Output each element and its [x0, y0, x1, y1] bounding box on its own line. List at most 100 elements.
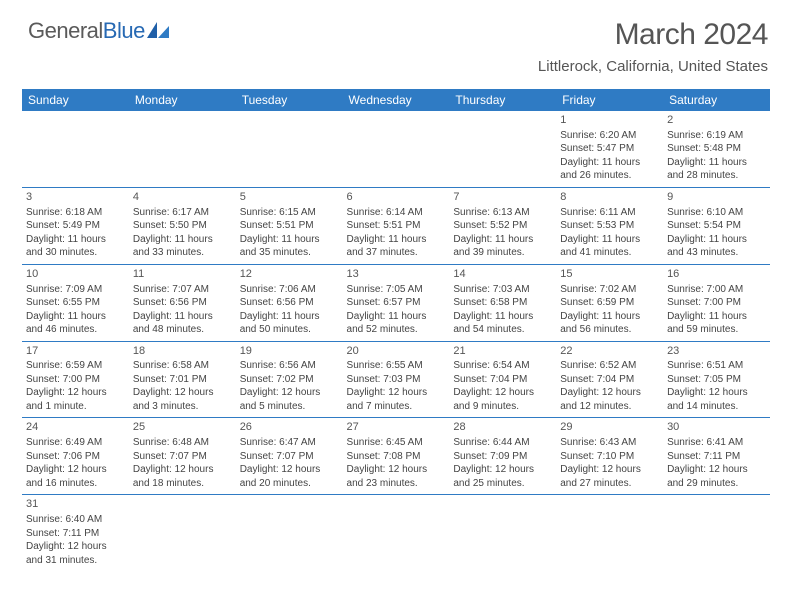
calendar-week: 10Sunrise: 7:09 AMSunset: 6:55 PMDayligh…	[22, 264, 770, 341]
calendar-cell	[22, 111, 129, 187]
cell-line-ss: Sunset: 6:58 PM	[453, 296, 552, 310]
cell-line-d2: and 3 minutes.	[133, 400, 232, 414]
cell-line-d1: Daylight: 11 hours	[26, 310, 125, 324]
calendar-cell: 30Sunrise: 6:41 AMSunset: 7:11 PMDayligh…	[663, 418, 770, 495]
calendar-table: SundayMondayTuesdayWednesdayThursdayFrid…	[22, 89, 770, 571]
cell-line-sr: Sunrise: 6:56 AM	[240, 359, 339, 373]
cell-line-d2: and 37 minutes.	[347, 246, 446, 260]
calendar-cell: 9Sunrise: 6:10 AMSunset: 5:54 PMDaylight…	[663, 187, 770, 264]
cell-line-d1: Daylight: 12 hours	[347, 386, 446, 400]
cell-line-d2: and 14 minutes.	[667, 400, 766, 414]
calendar-cell	[343, 495, 450, 571]
calendar-cell: 14Sunrise: 7:03 AMSunset: 6:58 PMDayligh…	[449, 264, 556, 341]
cell-line-sr: Sunrise: 6:13 AM	[453, 206, 552, 220]
calendar-cell: 6Sunrise: 6:14 AMSunset: 5:51 PMDaylight…	[343, 187, 450, 264]
calendar-week: 1Sunrise: 6:20 AMSunset: 5:47 PMDaylight…	[22, 111, 770, 187]
cell-line-d2: and 28 minutes.	[667, 169, 766, 183]
cell-line-ss: Sunset: 7:06 PM	[26, 450, 125, 464]
cell-line-d2: and 25 minutes.	[453, 477, 552, 491]
page-header: GeneralBlue March 2024 Littlerock, Calif…	[0, 0, 792, 79]
calendar-cell: 21Sunrise: 6:54 AMSunset: 7:04 PMDayligh…	[449, 341, 556, 418]
day-number: 2	[667, 113, 766, 128]
calendar-cell: 16Sunrise: 7:00 AMSunset: 7:00 PMDayligh…	[663, 264, 770, 341]
cell-line-ss: Sunset: 6:57 PM	[347, 296, 446, 310]
cell-line-d2: and 23 minutes.	[347, 477, 446, 491]
day-number: 6	[347, 190, 446, 205]
day-number: 23	[667, 344, 766, 359]
cell-line-sr: Sunrise: 6:44 AM	[453, 436, 552, 450]
calendar-cell	[343, 111, 450, 187]
calendar-cell	[236, 111, 343, 187]
cell-line-d2: and 1 minute.	[26, 400, 125, 414]
day-number: 29	[560, 420, 659, 435]
cell-line-d1: Daylight: 11 hours	[453, 233, 552, 247]
day-header: Monday	[129, 89, 236, 111]
cell-line-sr: Sunrise: 6:10 AM	[667, 206, 766, 220]
calendar-cell: 8Sunrise: 6:11 AMSunset: 5:53 PMDaylight…	[556, 187, 663, 264]
calendar-cell: 22Sunrise: 6:52 AMSunset: 7:04 PMDayligh…	[556, 341, 663, 418]
calendar-cell: 31Sunrise: 6:40 AMSunset: 7:11 PMDayligh…	[22, 495, 129, 571]
cell-line-d1: Daylight: 12 hours	[26, 540, 125, 554]
calendar-cell	[556, 495, 663, 571]
day-header: Wednesday	[343, 89, 450, 111]
cell-line-d1: Daylight: 12 hours	[133, 463, 232, 477]
cell-line-ss: Sunset: 7:00 PM	[667, 296, 766, 310]
cell-line-sr: Sunrise: 6:49 AM	[26, 436, 125, 450]
day-header: Tuesday	[236, 89, 343, 111]
cell-line-sr: Sunrise: 6:14 AM	[347, 206, 446, 220]
cell-line-sr: Sunrise: 6:52 AM	[560, 359, 659, 373]
cell-line-d2: and 54 minutes.	[453, 323, 552, 337]
cell-line-ss: Sunset: 6:59 PM	[560, 296, 659, 310]
cell-line-sr: Sunrise: 7:00 AM	[667, 283, 766, 297]
calendar-cell: 1Sunrise: 6:20 AMSunset: 5:47 PMDaylight…	[556, 111, 663, 187]
cell-line-ss: Sunset: 7:03 PM	[347, 373, 446, 387]
cell-line-d1: Daylight: 12 hours	[560, 386, 659, 400]
day-number: 26	[240, 420, 339, 435]
calendar-cell: 18Sunrise: 6:58 AMSunset: 7:01 PMDayligh…	[129, 341, 236, 418]
cell-line-d1: Daylight: 11 hours	[240, 233, 339, 247]
day-number: 7	[453, 190, 552, 205]
cell-line-sr: Sunrise: 6:11 AM	[560, 206, 659, 220]
cell-line-ss: Sunset: 7:02 PM	[240, 373, 339, 387]
cell-line-sr: Sunrise: 6:18 AM	[26, 206, 125, 220]
sail-icon	[147, 22, 169, 38]
cell-line-d1: Daylight: 12 hours	[240, 386, 339, 400]
cell-line-ss: Sunset: 5:51 PM	[347, 219, 446, 233]
day-number: 31	[26, 497, 125, 512]
cell-line-ss: Sunset: 5:47 PM	[560, 142, 659, 156]
cell-line-sr: Sunrise: 6:19 AM	[667, 129, 766, 143]
day-header: Friday	[556, 89, 663, 111]
cell-line-d2: and 29 minutes.	[667, 477, 766, 491]
day-number: 4	[133, 190, 232, 205]
cell-line-d1: Daylight: 11 hours	[133, 233, 232, 247]
calendar-cell: 15Sunrise: 7:02 AMSunset: 6:59 PMDayligh…	[556, 264, 663, 341]
cell-line-d2: and 20 minutes.	[240, 477, 339, 491]
calendar-header-row: SundayMondayTuesdayWednesdayThursdayFrid…	[22, 89, 770, 111]
cell-line-d1: Daylight: 11 hours	[560, 233, 659, 247]
cell-line-ss: Sunset: 5:52 PM	[453, 219, 552, 233]
calendar-cell	[449, 495, 556, 571]
cell-line-sr: Sunrise: 6:43 AM	[560, 436, 659, 450]
cell-line-d1: Daylight: 12 hours	[347, 463, 446, 477]
calendar-cell: 7Sunrise: 6:13 AMSunset: 5:52 PMDaylight…	[449, 187, 556, 264]
cell-line-d1: Daylight: 12 hours	[667, 463, 766, 477]
cell-line-sr: Sunrise: 6:55 AM	[347, 359, 446, 373]
brand-part2: Blue	[103, 18, 145, 44]
cell-line-ss: Sunset: 7:00 PM	[26, 373, 125, 387]
cell-line-ss: Sunset: 6:56 PM	[240, 296, 339, 310]
calendar-cell: 27Sunrise: 6:45 AMSunset: 7:08 PMDayligh…	[343, 418, 450, 495]
calendar-cell: 10Sunrise: 7:09 AMSunset: 6:55 PMDayligh…	[22, 264, 129, 341]
brand-part1: General	[28, 18, 103, 44]
cell-line-ss: Sunset: 7:07 PM	[240, 450, 339, 464]
day-number: 25	[133, 420, 232, 435]
cell-line-d2: and 39 minutes.	[453, 246, 552, 260]
cell-line-d1: Daylight: 12 hours	[26, 386, 125, 400]
calendar-week: 31Sunrise: 6:40 AMSunset: 7:11 PMDayligh…	[22, 495, 770, 571]
cell-line-d2: and 41 minutes.	[560, 246, 659, 260]
cell-line-sr: Sunrise: 7:03 AM	[453, 283, 552, 297]
day-number: 19	[240, 344, 339, 359]
cell-line-ss: Sunset: 7:04 PM	[453, 373, 552, 387]
calendar-cell: 3Sunrise: 6:18 AMSunset: 5:49 PMDaylight…	[22, 187, 129, 264]
calendar-cell: 2Sunrise: 6:19 AMSunset: 5:48 PMDaylight…	[663, 111, 770, 187]
title-block: March 2024 Littlerock, California, Unite…	[538, 18, 768, 75]
